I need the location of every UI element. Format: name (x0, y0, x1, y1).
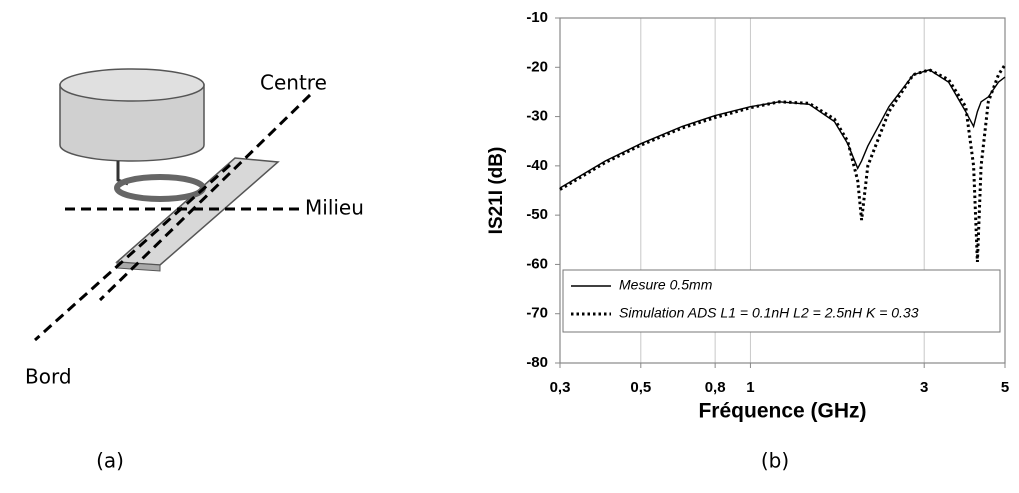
x-tick-label: 0,5 (630, 379, 651, 396)
x-axis-title: Fréquence (GHz) (698, 400, 866, 423)
y-axis-title: IS21I (dB) (486, 147, 507, 235)
chart: 0,3 0,5 0,8 1 3 5 -80 -70 -60 -50 -40 -30 -20 -10 Fréq… (486, 9, 1009, 473)
diagram-label: Bord (25, 365, 72, 389)
x-tick-label: 0,3 (550, 379, 571, 396)
loop (114, 174, 206, 202)
x-tick-label: 3 (920, 379, 928, 396)
bord-line (33, 163, 232, 342)
legend-box (562, 269, 1001, 333)
y-tick-label: -60 (526, 255, 548, 272)
y-tick-label: -20 (526, 58, 548, 75)
plot-frame (559, 17, 1006, 364)
centre-line (98, 93, 312, 302)
diagram: Centre Milieu Bord (a) (25, 68, 364, 473)
diagram-label: Centre (260, 71, 327, 95)
caption: (a) (96, 449, 124, 473)
probe-top (59, 68, 205, 102)
y-tick-label: -30 (526, 108, 548, 125)
y-tick-label: -70 (526, 305, 548, 322)
x-tick-label: 1 (746, 379, 754, 396)
caption: (b) (761, 449, 789, 473)
y-tick-label: -50 (526, 206, 548, 223)
y-tick-label: -10 (526, 9, 548, 26)
series-line (559, 69, 1006, 189)
legend-label: Simulation ADS L1 = 0.1nH L2 = 2.5nH K =… (619, 305, 919, 321)
legend-label: Mesure 0.5mm (619, 277, 713, 293)
diagram-label: Milieu (305, 196, 364, 220)
probe-body (59, 84, 205, 162)
y-tick-label: -40 (526, 157, 548, 174)
x-tick-label: 0,8 (705, 379, 726, 396)
strip (115, 157, 280, 266)
x-tick-label: 5 (1001, 379, 1009, 396)
series-line (559, 63, 1007, 263)
y-tick-label: -80 (526, 354, 548, 371)
